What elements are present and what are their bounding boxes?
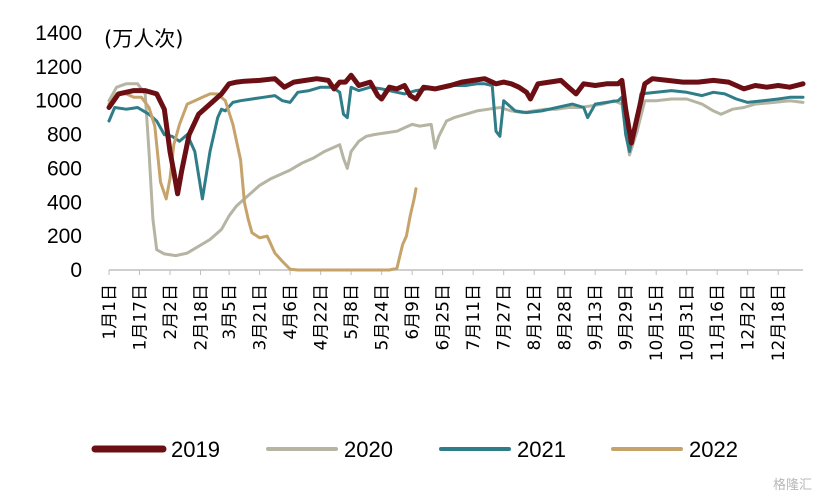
series-line-2022 (107, 92, 418, 272)
y-tick-label: 200 (47, 225, 82, 248)
legend-label-2022: 2022 (689, 437, 738, 462)
x-axis: 1月1日 1月17日 2月2日 2月18日 3月5日 3月21日 4月6日 4月22日 5月8日… (100, 269, 803, 361)
y-tick-label: 600 (47, 157, 82, 180)
legend-label-2020: 2020 (344, 437, 393, 462)
y-tick-label: 1200 (35, 56, 82, 79)
x-tick-label: 10月15日 (647, 284, 667, 361)
x-tick-label: 8月28日 (556, 284, 576, 350)
x-tick-label: 4月22日 (312, 284, 332, 350)
x-tick-label: 3月5日 (220, 284, 240, 340)
x-tick-label: 12月18日 (769, 284, 789, 361)
x-tick-label: 7月11日 (464, 284, 484, 350)
y-tick-label: 400 (47, 191, 82, 214)
x-tick-label: 5月24日 (373, 284, 393, 350)
x-tick-label: 6月9日 (403, 284, 423, 340)
x-tick-label: 11月16日 (708, 284, 728, 361)
x-tick-label: 1月17日 (131, 284, 151, 350)
y-tick-label: 0 (70, 259, 82, 282)
legend: 2019 2020 2021 2022 (91, 437, 738, 462)
x-tick-label: 12月2日 (739, 284, 759, 350)
x-tick-label: 4月6日 (281, 284, 301, 340)
x-tick-label: 7月27日 (495, 284, 515, 350)
y-tick-label: 800 (47, 124, 82, 147)
x-tick-label: 3月21日 (251, 284, 271, 350)
series-line-2019 (106, 72, 806, 197)
x-tick-label: 2月18日 (192, 284, 212, 350)
x-tick-label: 10月31日 (678, 284, 698, 361)
x-tick-label: 1月1日 (100, 284, 120, 340)
legend-label-2021: 2021 (517, 437, 566, 462)
series-line-2020 (107, 82, 805, 258)
y-tick-label: 1000 (35, 90, 82, 113)
unit-label: (万人次) (104, 27, 183, 51)
x-tick-label: 9月29日 (617, 284, 637, 350)
y-axis: 0 200 400 600 800 1000 1200 1400 (35, 22, 82, 282)
series-layer (106, 72, 806, 272)
legend-label-2019: 2019 (171, 437, 220, 462)
x-tick-label: 8月12日 (525, 284, 545, 350)
x-tick-label: 2月2日 (161, 284, 181, 340)
x-tick-label: 6月25日 (434, 284, 454, 350)
x-tick-label: 9月13日 (586, 284, 606, 350)
y-tick-label: 1400 (35, 22, 82, 45)
watermark: 格隆汇 (772, 478, 812, 493)
x-tick-label: 5月8日 (342, 284, 362, 340)
